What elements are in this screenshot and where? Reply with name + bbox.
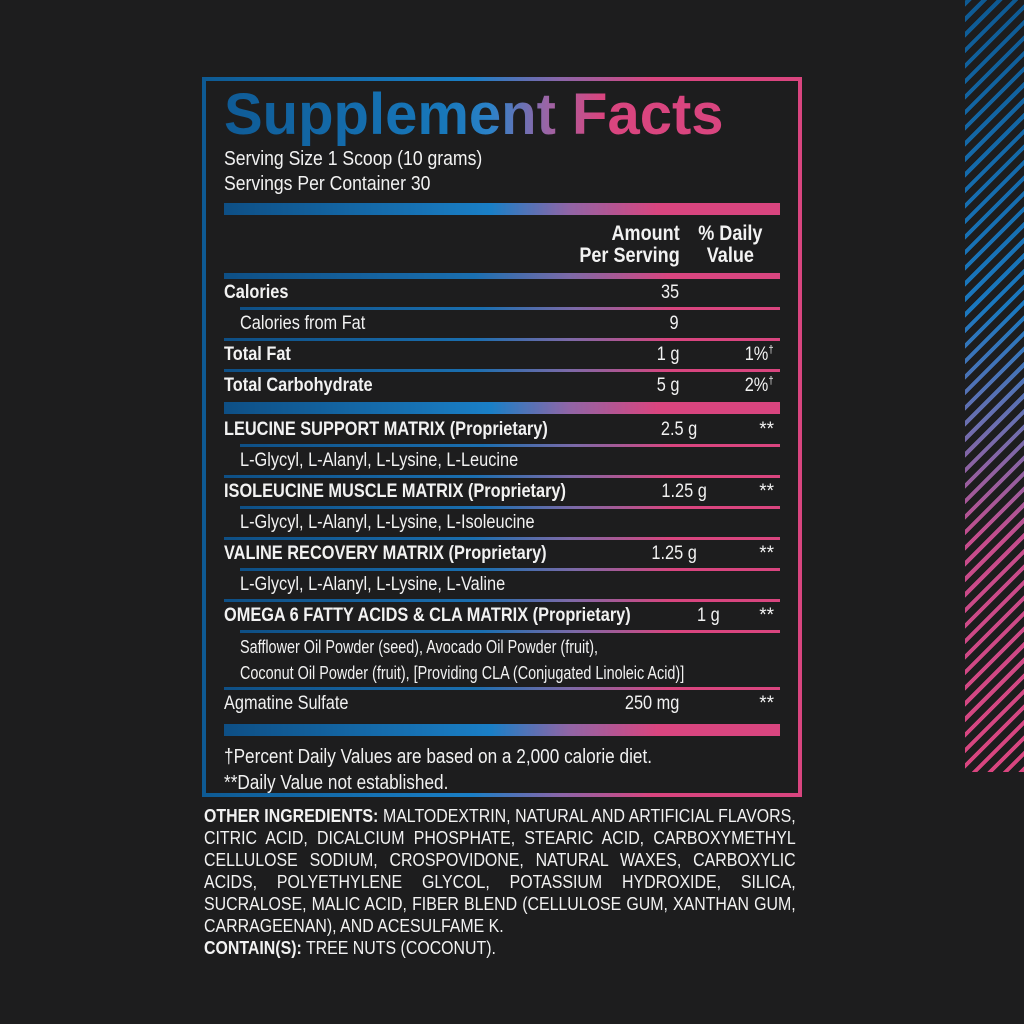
contains-label: CONTAIN(S): <box>204 937 302 958</box>
other-ingredients: OTHER INGREDIENTS: MALTODEXTRIN, NATURAL… <box>204 805 796 959</box>
other-ingredients-label: OTHER INGREDIENTS: <box>204 805 379 826</box>
supplement-facts-panel: Supplement Facts Serving Size 1 Scoop (1… <box>202 77 802 797</box>
divider <box>240 307 780 310</box>
ingredient-row-agmatine: Agmatine Sulfate 250 mg ** <box>224 693 774 714</box>
blend-ingredients-isoleucine: L-Glycyl, L-Alanyl, L-Lysine, L-Isoleuci… <box>240 512 535 533</box>
other-ingredients-text: MALTODEXTRIN, NATURAL AND ARTIFICIAL FLA… <box>204 805 796 936</box>
panel-title: Supplement Facts <box>224 83 780 147</box>
nutrient-row-calories: Calories 35 <box>224 282 679 303</box>
servings-per-container: Servings Per Container 30 <box>224 173 431 195</box>
contains-text: TREE NUTS (COCONUT). <box>305 937 496 958</box>
nutrient-row-calories-from-fat: Calories from Fat 9 <box>240 313 679 334</box>
divider <box>224 475 780 478</box>
blend-row-leucine: LEUCINE SUPPORT MATRIX (Proprietary) 2.5… <box>224 419 774 440</box>
divider <box>224 599 780 602</box>
divider <box>240 506 780 509</box>
divider <box>224 537 780 540</box>
blend-row-valine: VALINE RECOVERY MATRIX (Proprietary) 1.2… <box>224 543 774 564</box>
divider <box>224 369 780 372</box>
divider-thick <box>224 724 780 736</box>
decorative-stripes <box>965 0 1024 772</box>
divider-thick <box>224 203 780 215</box>
blend-row-omega6-cla: OMEGA 6 FATTY ACIDS & CLA MATRIX (Propri… <box>224 605 774 626</box>
dv-header-line1: % Daily <box>697 222 763 245</box>
amount-header-line1: Amount <box>611 222 680 245</box>
blend-row-isoleucine: ISOLEUCINE MUSCLE MATRIX (Proprietary) 1… <box>224 481 774 502</box>
divider <box>240 630 780 633</box>
column-header: Amount Per Serving % Daily Value <box>224 215 780 273</box>
divider-thick <box>224 402 780 414</box>
divider <box>240 444 780 447</box>
nutrient-row-total-fat: Total Fat 1 g 1%† <box>224 344 774 365</box>
dv-header-line2: Value <box>706 244 754 267</box>
divider <box>224 273 780 279</box>
blend-ingredients-omega6-cla: Safflower Oil Powder (seed), Avocado Oil… <box>240 637 685 683</box>
blend-ingredients-leucine: L-Glycyl, L-Alanyl, L-Lysine, L-Leucine <box>240 450 519 471</box>
footnote-daily-values: †Percent Daily Values are based on a 2,0… <box>224 746 653 768</box>
amount-header-line2: Per Serving <box>579 244 680 267</box>
blend-ingredients-valine: L-Glycyl, L-Alanyl, L-Lysine, L-Valine <box>240 574 506 595</box>
nutrient-row-total-carbohydrate: Total Carbohydrate 5 g 2%† <box>224 375 774 396</box>
divider <box>224 338 780 341</box>
serving-size: Serving Size 1 Scoop (10 grams) <box>224 148 483 170</box>
footnotes: †Percent Daily Values are based on a 2,0… <box>224 744 780 796</box>
footnote-not-established: **Daily Value not established. <box>224 772 449 794</box>
divider <box>224 687 780 690</box>
divider <box>240 568 780 571</box>
